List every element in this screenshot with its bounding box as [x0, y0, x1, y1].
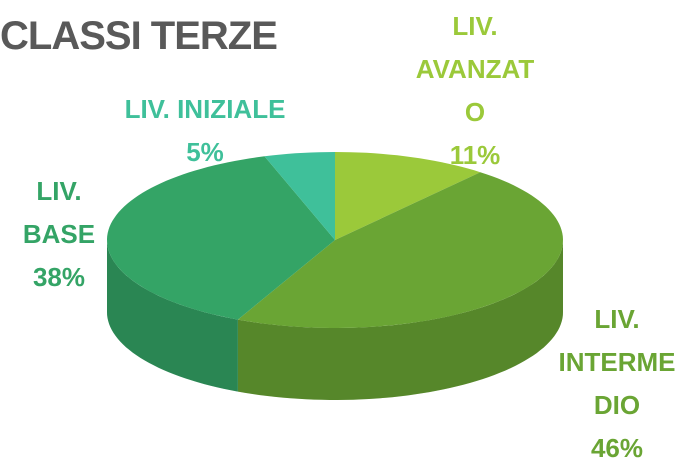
slice-side [107, 240, 238, 392]
slice-side [237, 240, 563, 400]
value-label: 38% [32, 262, 86, 292]
slice [335, 152, 481, 240]
slice [237, 172, 563, 328]
data-label: LIV. AVANZATO 11% [410, 5, 540, 177]
slice [264, 152, 335, 240]
slice-side-shade [237, 240, 563, 400]
data-label: LIV. BASE 38% [0, 170, 118, 299]
category-label: LIV. INTERMEDIO [558, 304, 676, 420]
pie-canvas [107, 152, 563, 400]
slice-side-shade [107, 240, 238, 392]
chart-title: CLASSI TERZE [0, 14, 278, 58]
value-label: 5% [186, 137, 224, 167]
category-label: LIV. BASE [22, 176, 96, 249]
data-label: LIV. INTERMEDIO 46% [555, 298, 679, 470]
data-label: LIV. INIZIALE 5% [95, 88, 315, 174]
slice [107, 156, 335, 320]
value-label: 11% [449, 140, 501, 170]
value-label: 46% [590, 433, 644, 463]
category-label: LIV. AVANZATO [415, 11, 535, 127]
chart: CLASSI TERZE LIV. AVANZATO 11% LIV. INTERM… [0, 5, 676, 463]
category-label: LIV. INIZIALE [124, 94, 286, 124]
